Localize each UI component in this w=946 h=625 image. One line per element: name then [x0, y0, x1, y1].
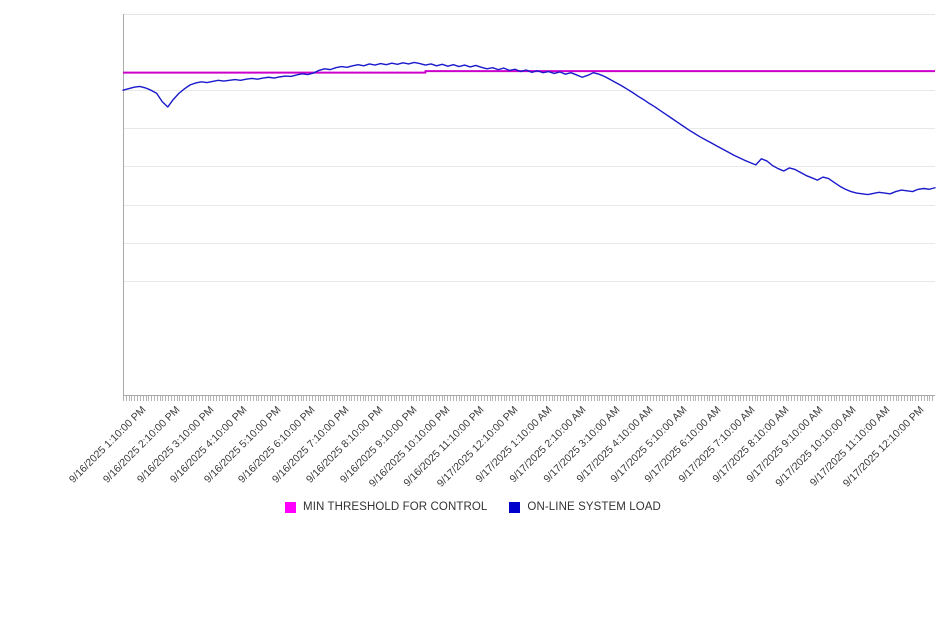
- legend-swatch-icon: [509, 501, 521, 513]
- line-chart: 9/16/2025 1:10:00 PM 9/16/2025 2:10:00 PM…: [0, 14, 946, 518]
- chart-legend: MIN THRESHOLD FOR CONTROL ON-LINE SYSTEM …: [0, 496, 946, 518]
- legend-label: ON-LINE SYSTEM LOAD: [527, 501, 661, 513]
- x-axis-minor-ticks: [123, 396, 933, 401]
- series-on-line-system-load: [122, 61, 936, 196]
- horizontal-gridlines: [123, 90, 935, 282]
- plot-area-background: [123, 14, 935, 395]
- legend-label: MIN THRESHOLD FOR CONTROL: [303, 501, 488, 513]
- legend-item[interactable]: MIN THRESHOLD FOR CONTROL: [285, 501, 487, 513]
- legend-swatch-icon: [285, 501, 297, 513]
- legend-item[interactable]: ON-LINE SYSTEM LOAD: [509, 501, 661, 513]
- series-min-threshold-for-control: [123, 70, 935, 74]
- chart-canvas: [122, 14, 936, 401]
